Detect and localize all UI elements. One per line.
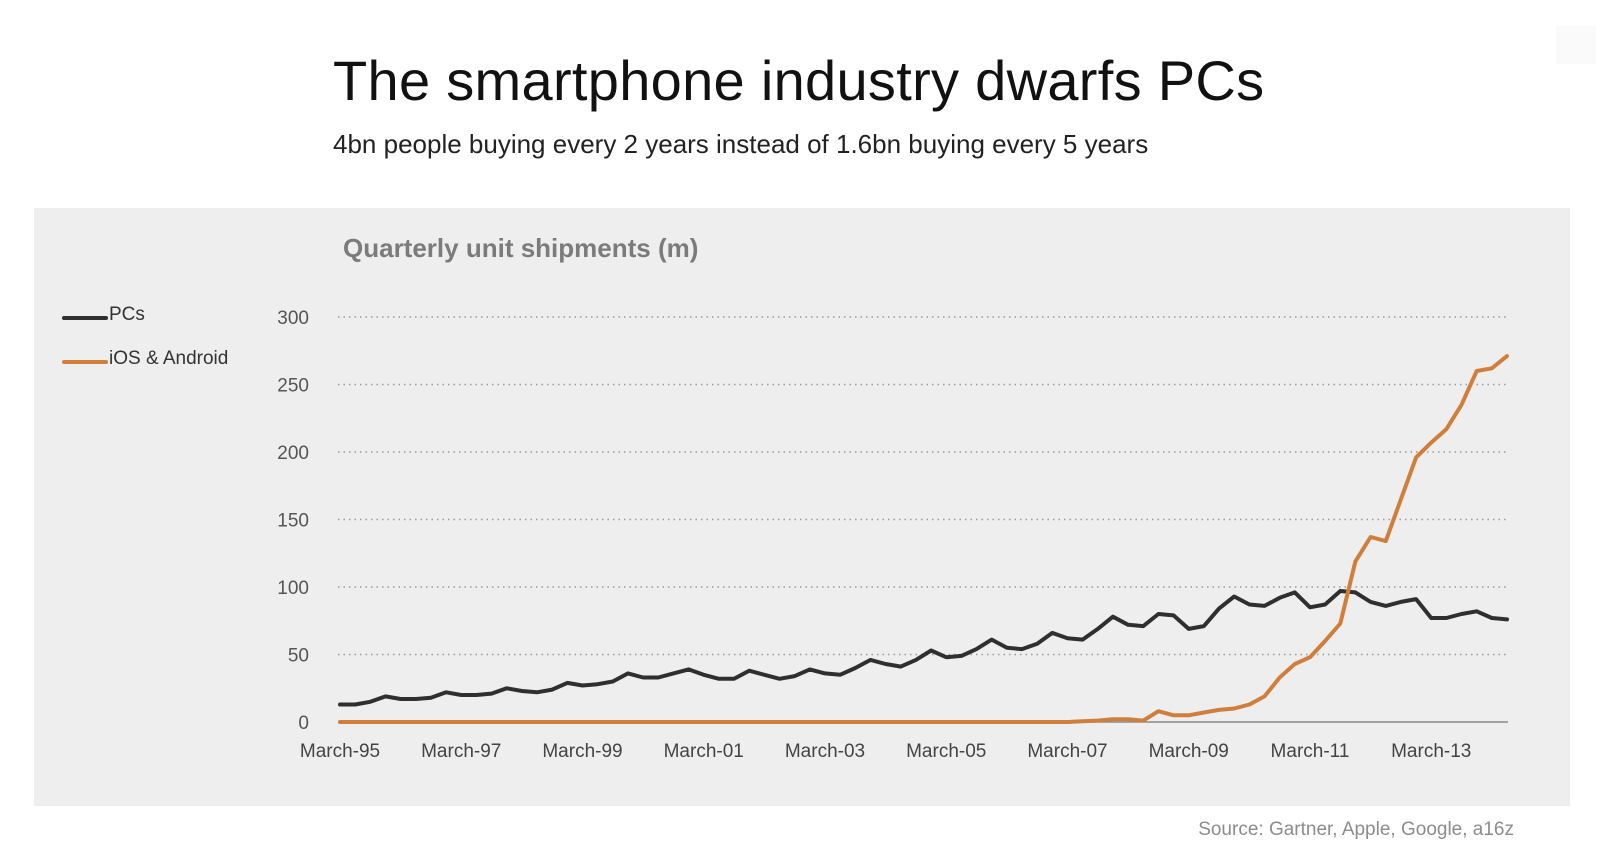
legend-label-ios-android: iOS & Android	[109, 348, 229, 369]
corner-mark	[1556, 26, 1596, 64]
legend-swatch-pcs	[62, 316, 108, 320]
x-tick-label: March-01	[664, 741, 744, 762]
y-tick-label: 200	[277, 443, 309, 464]
series-lines	[338, 354, 1509, 724]
page-subtitle: 4bn people buying every 2 years instead …	[333, 129, 1149, 159]
y-axis-ticks: 0 50 100 150 200 250 300	[277, 308, 309, 734]
x-tick-label: March-13	[1391, 741, 1471, 762]
series-line-ios-android	[338, 354, 1509, 724]
source-note: Source: Gartner, Apple, Google, a16z	[1198, 819, 1514, 840]
x-tick-label: March-97	[421, 741, 501, 762]
x-tick-label: March-11	[1271, 741, 1350, 762]
page-title: The smartphone industry dwarfs PCs	[333, 49, 1265, 112]
x-tick-label: March-05	[906, 741, 986, 762]
x-tick-label: March-99	[542, 741, 622, 762]
x-tick-label: March-09	[1149, 741, 1229, 762]
y-tick-label: 50	[288, 646, 309, 667]
y-tick-label: 300	[277, 308, 309, 329]
x-tick-label: March-95	[300, 741, 380, 762]
series-line-pcs	[338, 589, 1509, 707]
gridlines	[338, 316, 1508, 723]
y-tick-label: 0	[298, 713, 309, 734]
y-tick-label: 250	[277, 376, 309, 397]
x-tick-label: March-07	[1027, 741, 1107, 762]
legend-swatch-ios-android	[62, 360, 108, 364]
legend-label-pcs: PCs	[109, 304, 145, 325]
y-tick-label: 100	[277, 578, 309, 599]
y-tick-label: 150	[277, 511, 309, 532]
chart-panel	[34, 208, 1570, 806]
x-tick-label: March-03	[785, 741, 865, 762]
x-axis-ticks: March-95 March-97 March-99 March-01 March-03…	[300, 741, 1471, 762]
chart-title: Quarterly unit shipments (m)	[343, 233, 699, 263]
